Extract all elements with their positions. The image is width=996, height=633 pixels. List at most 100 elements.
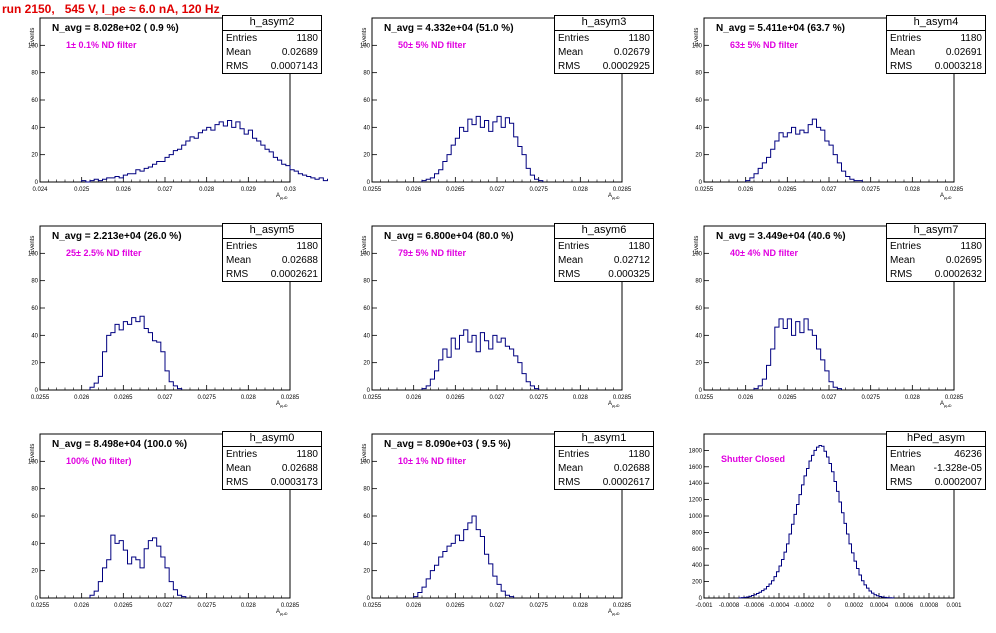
histogram-bar — [476, 116, 480, 182]
histogram-bar — [808, 330, 812, 390]
x-tick-label: 0.0265 — [446, 395, 465, 401]
histogram-bar — [480, 537, 484, 599]
stats-label: Entries — [226, 241, 257, 253]
x-axis-title-subscript: μμD — [944, 403, 952, 408]
histogram-bar — [451, 145, 455, 182]
histogram-bar — [165, 568, 169, 598]
x-tick-label: 0.027 — [489, 395, 505, 401]
histogram-bar — [447, 357, 451, 390]
n-avg-label: N_avg = 2.213e+04 (26.0 %) — [52, 231, 182, 242]
x-tick-label: 0.026 — [406, 187, 422, 193]
histogram-bar — [510, 123, 514, 182]
stats-label: Entries — [558, 449, 589, 461]
x-tick-label: 0.026 — [116, 187, 132, 193]
histogram-bar — [107, 178, 111, 182]
filter-note: 1± 0.1% ND filter — [66, 40, 136, 50]
histogram-bar — [94, 383, 98, 390]
histogram-bar — [750, 178, 754, 182]
histogram-bar — [767, 365, 771, 390]
histogram-bar — [119, 178, 123, 182]
y-tick-label: 1600 — [689, 465, 703, 471]
n-avg-label: N_avg = 8.028e+02 ( 0.9 %) — [52, 23, 179, 34]
y-tick-label: 80 — [363, 487, 370, 493]
stats-value: 0.0007143 — [271, 61, 318, 73]
histogram-bar — [480, 333, 484, 390]
histogram-bar — [443, 349, 447, 390]
histogram-bar — [426, 579, 430, 598]
histogram-line — [422, 116, 543, 182]
x-tick-label: 0.0255 — [695, 395, 714, 401]
x-tick-label: 0.029 — [241, 187, 257, 193]
x-tick-label: 0.0008 — [920, 603, 939, 609]
histogram-bar — [771, 149, 775, 182]
histogram-bar — [460, 541, 464, 598]
histogram-bar — [464, 131, 468, 182]
histogram-bar — [501, 127, 505, 182]
histogram-bar — [797, 505, 800, 598]
x-tick-label: 0.0275 — [861, 395, 880, 401]
histogram-bar — [839, 502, 842, 598]
histogram-bar — [489, 131, 493, 182]
histogram-bar — [294, 171, 298, 182]
histogram-bar — [455, 349, 459, 390]
y-tick-label: 0 — [699, 180, 703, 186]
histogram-bar — [754, 174, 758, 182]
histogram-bar — [829, 145, 833, 182]
stats-value: 46236 — [954, 449, 982, 461]
x-tick-label: 0.0265 — [778, 187, 797, 193]
histogram-bar — [98, 376, 102, 390]
stats-label: RMS — [890, 269, 912, 281]
x-tick-label: 0.001 — [946, 603, 962, 609]
histogram-bar — [228, 121, 232, 183]
histogram-bar — [451, 338, 455, 390]
x-axis-title: AμμD — [940, 401, 952, 408]
histogram-bar — [236, 122, 240, 182]
stats-value: 0.02712 — [614, 255, 650, 267]
histogram-bar — [833, 155, 837, 182]
histogram-bar — [278, 160, 282, 182]
histogram-bar — [265, 149, 269, 182]
histogram-bar — [269, 152, 273, 182]
histogram-bar — [290, 170, 294, 182]
y-axis-title: Events — [362, 28, 368, 46]
stats-label: Mean — [890, 47, 915, 59]
histogram-line — [746, 119, 863, 182]
y-tick-label: 20 — [695, 361, 702, 367]
x-tick-label: 0.0275 — [861, 187, 880, 193]
histogram-bar — [794, 514, 797, 598]
histogram-bar — [165, 371, 169, 390]
stats-label: RMS — [226, 477, 248, 489]
stats-value: 1180 — [628, 241, 650, 253]
x-tick-label: 0.0275 — [529, 603, 548, 609]
histogram-bar — [799, 495, 802, 598]
x-tick-label: 0.026 — [74, 395, 90, 401]
histogram-name: h_asym7 — [887, 224, 985, 239]
x-tick-label: 0.026 — [74, 603, 90, 609]
histogram-bar — [464, 330, 468, 390]
histogram-bar — [472, 516, 476, 598]
y-tick-label: 400 — [692, 563, 703, 569]
histogram-bar — [198, 133, 202, 182]
histogram-bar — [817, 447, 820, 598]
histogram-bar — [94, 591, 98, 598]
stats-value: 0.0002621 — [271, 269, 318, 281]
histogram-bar — [257, 141, 261, 182]
y-tick-label: 1000 — [689, 514, 703, 520]
histogram-bar — [261, 145, 265, 182]
histogram-bar — [128, 564, 132, 598]
x-tick-label: 0.027 — [821, 395, 837, 401]
histogram-bar — [182, 145, 186, 182]
histogram-bar — [775, 327, 779, 390]
y-tick-label: 0 — [35, 596, 39, 602]
histogram-bar — [804, 133, 808, 182]
x-tick-label: 0.0006 — [895, 603, 914, 609]
